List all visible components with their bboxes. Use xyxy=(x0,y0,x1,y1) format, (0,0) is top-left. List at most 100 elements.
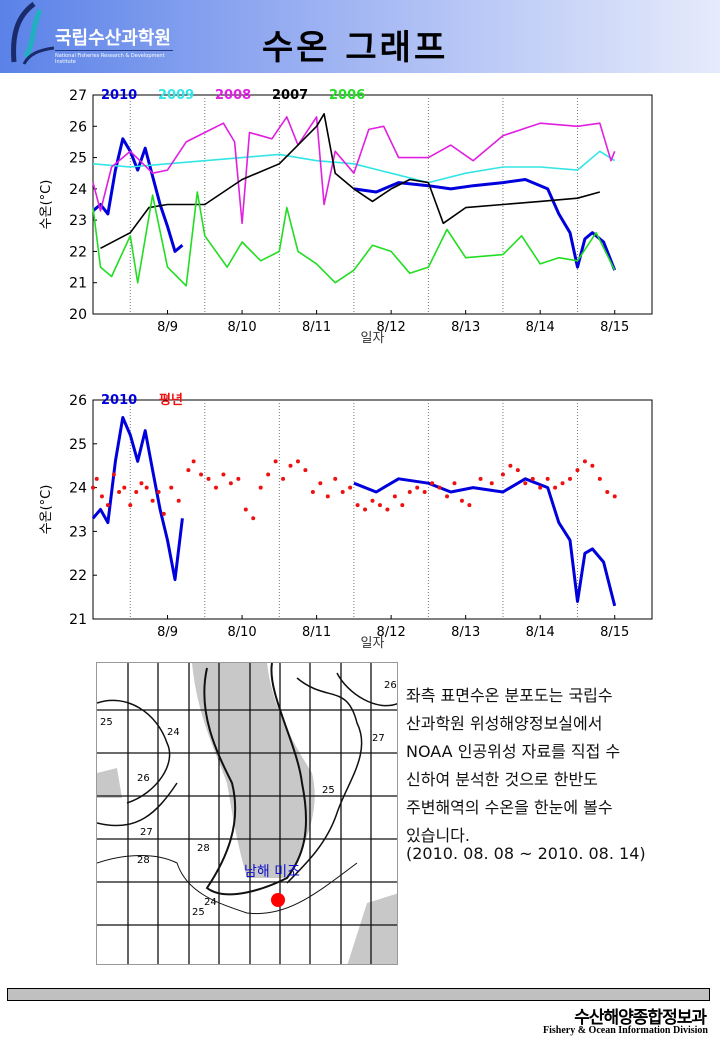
series-line-2009 xyxy=(92,150,616,184)
y-tick-label: 20 xyxy=(69,307,87,323)
data-point xyxy=(515,468,520,473)
logo-text: 국립수산과학원 xyxy=(55,28,171,49)
isotherm-label: 25 xyxy=(100,717,113,728)
data-point xyxy=(437,485,442,490)
data-point xyxy=(295,459,300,464)
isotherm-label: 25 xyxy=(322,785,335,796)
data-point xyxy=(415,485,420,490)
data-point xyxy=(134,489,139,494)
description-line: 산과학원 위성해양정보실에서 xyxy=(406,714,603,733)
x-tick-label: 8/14 xyxy=(526,320,555,335)
data-point xyxy=(500,472,505,477)
data-point xyxy=(400,503,405,508)
data-point xyxy=(94,476,99,481)
y-tick-label: 26 xyxy=(69,119,87,135)
series-line-2010 xyxy=(92,137,617,271)
data-point xyxy=(213,485,218,490)
data-point xyxy=(508,463,513,468)
description-line: 주변해역의 수온을 한눈에 볼수 xyxy=(406,798,613,817)
data-point xyxy=(430,481,435,486)
x-tick-label: 8/11 xyxy=(302,320,331,335)
map-drawing: 25 24 26 27 28 28 25 27 26 24 25 남해 미조 xyxy=(97,663,397,964)
data-point xyxy=(478,476,483,481)
data-point xyxy=(139,481,144,486)
data-point xyxy=(161,511,166,516)
map-description: 좌측 표면수온 분포도는 국립수 산과학원 위성해양정보실에서 NOAA 인공위… xyxy=(406,682,706,850)
legend-entry: 2007 xyxy=(272,88,308,103)
data-point xyxy=(355,503,360,508)
data-point xyxy=(377,503,382,508)
data-point xyxy=(553,485,558,490)
data-point xyxy=(281,476,286,481)
y-tick-label: 26 xyxy=(69,393,87,409)
description-line: 좌측 표면수온 분포도는 국립수 xyxy=(406,686,613,705)
data-point xyxy=(91,485,95,490)
isotherm-label: 26 xyxy=(137,773,150,784)
description-line: 있습니다. xyxy=(406,826,470,845)
legend-entry: 2010 xyxy=(101,393,137,408)
y-axis-label: 수온(°C) xyxy=(39,485,54,535)
y-tick-label: 24 xyxy=(69,182,87,198)
x-tick-label: 8/15 xyxy=(600,625,629,640)
y-tick-label: 24 xyxy=(69,481,87,497)
site-marker xyxy=(271,893,285,907)
data-point xyxy=(303,468,308,473)
data-point xyxy=(452,481,457,486)
data-point xyxy=(273,459,278,464)
chart-temperature-vs-normal: 8/9 8/10 8/11 8/12 8/13 8/14 8/15 21 22 23 24 25 26 일… xyxy=(39,392,653,651)
isotherm-label: 27 xyxy=(372,733,385,744)
legend-entry: 2006 xyxy=(329,88,365,103)
data-point xyxy=(597,476,602,481)
date-range: (2010. 08. 08 ~ 2010. 08. 14) xyxy=(406,844,646,863)
data-point xyxy=(156,489,161,494)
data-point xyxy=(590,463,595,468)
series-line-2006 xyxy=(92,191,616,287)
y-tick-label: 22 xyxy=(69,568,87,584)
y-tick-label: 21 xyxy=(69,276,87,292)
logo-subtitle: National Fisheries Research & Developmen… xyxy=(55,50,173,65)
x-tick-label: 8/11 xyxy=(302,625,331,640)
isotherm-label: 24 xyxy=(167,727,180,738)
data-point xyxy=(392,494,397,499)
footer-org-korean: 수산해양종합정보과 xyxy=(574,1008,707,1028)
data-point xyxy=(370,498,375,503)
x-tick-label: 8/12 xyxy=(377,625,406,640)
legend-entry: 2009 xyxy=(158,88,194,103)
y-axis-label: 수온(°C) xyxy=(39,180,54,230)
data-point xyxy=(407,489,412,494)
data-point xyxy=(169,485,174,490)
y-tick-label: 25 xyxy=(69,437,87,453)
x-tick-label: 8/13 xyxy=(451,625,480,640)
data-point xyxy=(385,507,390,512)
data-point xyxy=(363,507,368,512)
data-point xyxy=(105,503,110,508)
data-point xyxy=(176,498,181,503)
description-line: NOAA 인공위성 자료를 직접 수 xyxy=(406,742,621,761)
isotherm-label: 26 xyxy=(384,680,397,691)
data-point xyxy=(340,489,345,494)
y-tick-label: 21 xyxy=(69,612,87,628)
data-point xyxy=(530,476,535,481)
data-point xyxy=(582,459,587,464)
footer-divider xyxy=(7,988,710,1001)
y-tick-label: 22 xyxy=(69,244,87,260)
isotherm-label: 25 xyxy=(192,907,205,918)
data-point xyxy=(122,485,127,490)
data-point xyxy=(206,476,211,481)
data-point xyxy=(221,472,226,477)
x-tick-label: 8/9 xyxy=(157,320,178,335)
x-tick-label: 8/14 xyxy=(526,625,555,640)
legend-entry: 평년 xyxy=(159,392,183,408)
data-point xyxy=(251,516,256,521)
data-point xyxy=(422,489,427,494)
data-point xyxy=(467,503,472,508)
legend-entry: 2010 xyxy=(101,88,137,103)
data-point xyxy=(325,494,330,499)
isotherm-label: 28 xyxy=(197,843,210,854)
data-point xyxy=(228,481,233,486)
data-point xyxy=(243,507,248,512)
data-point xyxy=(348,485,353,490)
data-point xyxy=(99,494,104,499)
data-point xyxy=(191,459,196,464)
data-point xyxy=(575,468,580,473)
